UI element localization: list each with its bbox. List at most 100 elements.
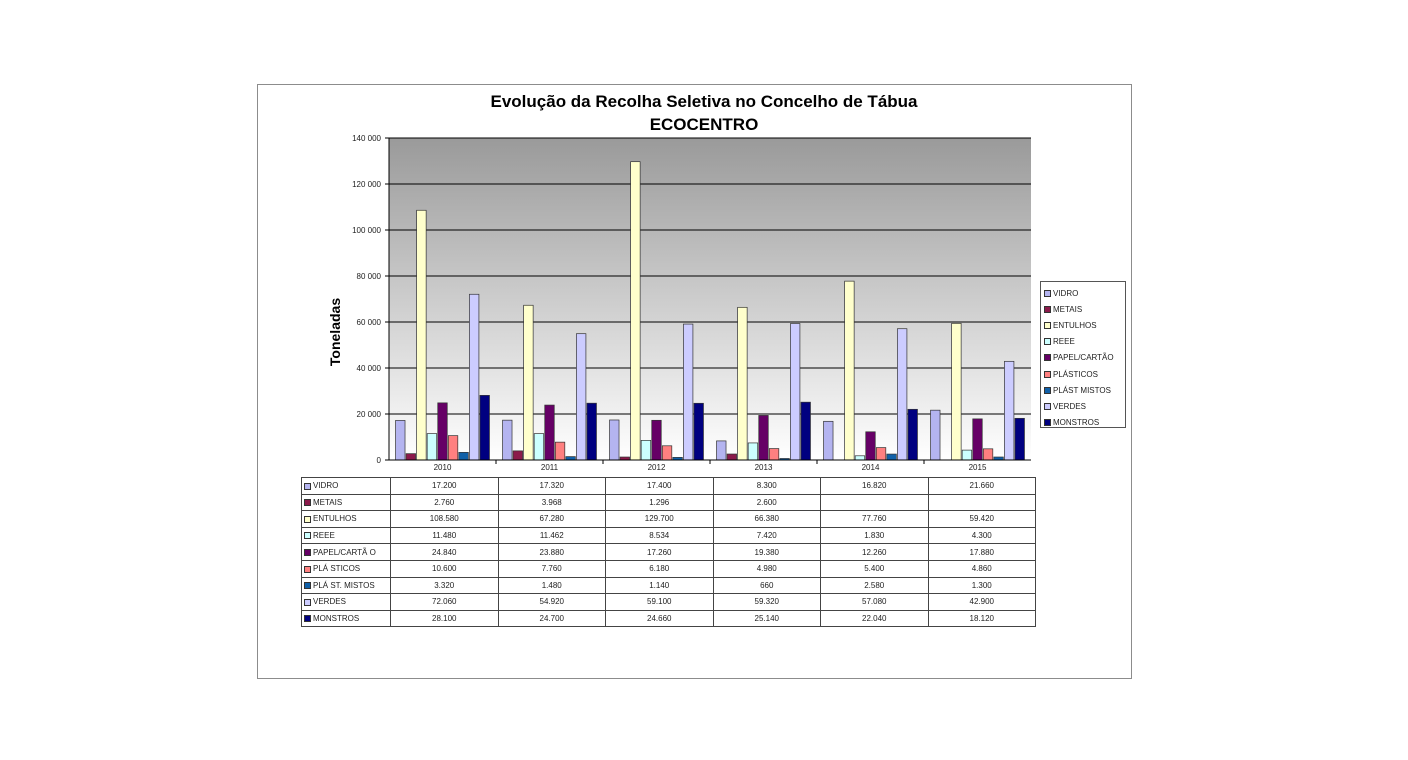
- legend-item: PAPEL/CARTÃO: [1041, 350, 1125, 366]
- table-swatch: [304, 598, 311, 606]
- table-cell: 3.968: [497, 493, 606, 512]
- legend-label: PLÁST MISTOS: [1053, 385, 1111, 395]
- y-tick-label: 0: [377, 456, 382, 465]
- table-cell: 1.296: [605, 493, 714, 512]
- table-row: PLÁ ST. MISTOS 3.320 1.480 1.140 660 2.580 1.3…: [301, 576, 1036, 595]
- bar: [768, 448, 780, 461]
- table-row-label: PAPEL/CARTÃ O: [301, 543, 391, 561]
- table-cell: 8.534: [605, 526, 714, 545]
- table-cell: 2.600: [712, 493, 821, 512]
- table-swatch: [304, 615, 311, 623]
- table-row-label: ENTULHOS: [301, 510, 391, 528]
- bar: [875, 447, 887, 461]
- table-cell: 59.100: [605, 593, 714, 611]
- bar: [726, 453, 737, 461]
- table-cell: 11.462: [497, 526, 606, 545]
- legend: VIDRO METAIS ENTULHOS REEE PAPEL/CARTÃO PLÁST…: [1040, 281, 1126, 428]
- table-cell: 25.140: [712, 609, 821, 628]
- bar: [416, 209, 427, 461]
- bar: [661, 445, 673, 461]
- chart-title: Evolução da Recolha Seletiva no Concelho…: [490, 92, 918, 111]
- legend-label: METAIS: [1053, 304, 1083, 314]
- table-cell: 660: [712, 576, 821, 595]
- bar: [565, 456, 576, 461]
- legend-item: VERDES: [1041, 398, 1125, 414]
- bar: [437, 402, 448, 461]
- legend-swatch: [1044, 305, 1051, 313]
- chart-subtitle: ECOCENTRO: [649, 115, 759, 134]
- table-cell: 4.980: [712, 559, 821, 578]
- table-cell: 10.600: [390, 559, 499, 578]
- table-row-label: VIDRO: [301, 477, 391, 495]
- bar: [554, 441, 566, 461]
- table-row: METAIS 2.760 3.968 1.296 2.600: [301, 493, 1036, 512]
- table-cell: 21.660: [927, 477, 1036, 495]
- legend-item: ENTULHOS: [1041, 317, 1125, 333]
- plot-area: [389, 138, 1031, 460]
- table-cell: 11.480: [390, 526, 499, 545]
- y-tick-label: 40 000: [357, 364, 382, 373]
- table-cell: 4.300: [927, 526, 1036, 545]
- table-swatch: [304, 549, 311, 557]
- bar: [458, 452, 469, 461]
- table-row: VIDRO 17.200 17.320 17.400 8.300 16.820 21.660: [301, 477, 1036, 495]
- table-cell: 19.380: [712, 543, 821, 561]
- x-tick-label: 2014: [862, 463, 880, 472]
- bar: [982, 448, 994, 461]
- table-cell: [927, 493, 1036, 512]
- table-cell: 1.300: [927, 576, 1036, 595]
- legend-swatch: [1044, 402, 1051, 410]
- bar: [865, 431, 876, 461]
- y-tick-label: 80 000: [357, 272, 382, 281]
- bar: [512, 450, 523, 461]
- bar: [544, 404, 555, 461]
- x-tick-label: 2015: [969, 463, 987, 472]
- table-cell: 59.320: [712, 593, 821, 611]
- legend-swatch: [1044, 289, 1051, 297]
- table-cell: 17.880: [927, 543, 1036, 561]
- bar: [586, 402, 597, 461]
- table-row: PLÁ STICOS 10.600 7.760 6.180 4.980 5.400 4.86…: [301, 559, 1036, 578]
- table-cell: 57.080: [820, 593, 929, 611]
- bar: [930, 409, 941, 461]
- bar: [1014, 417, 1025, 461]
- legend-label: PLÁSTICOS: [1053, 369, 1098, 379]
- table-row-label: PLÁ STICOS: [301, 559, 391, 578]
- data-table: VIDRO 17.200 17.320 17.400 8.300 16.820 21.660…: [301, 477, 1036, 628]
- table-cell: 7.760: [497, 559, 606, 578]
- x-tick-label: 2012: [648, 463, 666, 472]
- table-swatch: [304, 532, 311, 540]
- legend-swatch: [1044, 354, 1051, 362]
- bar: [907, 408, 918, 461]
- table-cell: 16.820: [820, 477, 929, 495]
- table-swatch: [304, 482, 311, 490]
- table-cell: 17.260: [605, 543, 714, 561]
- bar: [405, 453, 416, 461]
- table-cell: 12.260: [820, 543, 929, 561]
- y-tick-label: 100 000: [352, 226, 381, 235]
- bar: [630, 161, 641, 461]
- table-cell: 108.580: [390, 510, 499, 528]
- legend-label: VIDRO: [1053, 288, 1079, 298]
- bar: [716, 440, 727, 461]
- bar: [469, 293, 480, 461]
- table-row: VERDES 72.060 54.920 59.100 59.320 57.080 42.9…: [301, 593, 1036, 611]
- bar: [844, 280, 855, 461]
- table-row-label: MONSTROS: [301, 609, 391, 628]
- bar: [886, 453, 897, 461]
- table-cell: 17.200: [390, 477, 499, 495]
- legend-label: ENTULHOS: [1053, 320, 1097, 330]
- x-tick-label: 2010: [434, 463, 452, 472]
- legend-label: VERDES: [1053, 401, 1086, 411]
- table-swatch: [304, 582, 311, 590]
- table-cell: 4.860: [927, 559, 1036, 578]
- table-swatch: [304, 499, 311, 507]
- table-cell: 3.320: [390, 576, 499, 595]
- bar: [651, 419, 662, 461]
- table-row: REEE 11.480 11.462 8.534 7.420 1.830 4.300: [301, 526, 1036, 545]
- legend-swatch: [1044, 419, 1051, 427]
- table-row: PAPEL/CARTÃ O 24.840 23.880 17.260 19.380 12.…: [301, 543, 1036, 561]
- legend-label: PAPEL/CARTÃO: [1053, 353, 1114, 363]
- table-cell: 17.400: [605, 477, 714, 495]
